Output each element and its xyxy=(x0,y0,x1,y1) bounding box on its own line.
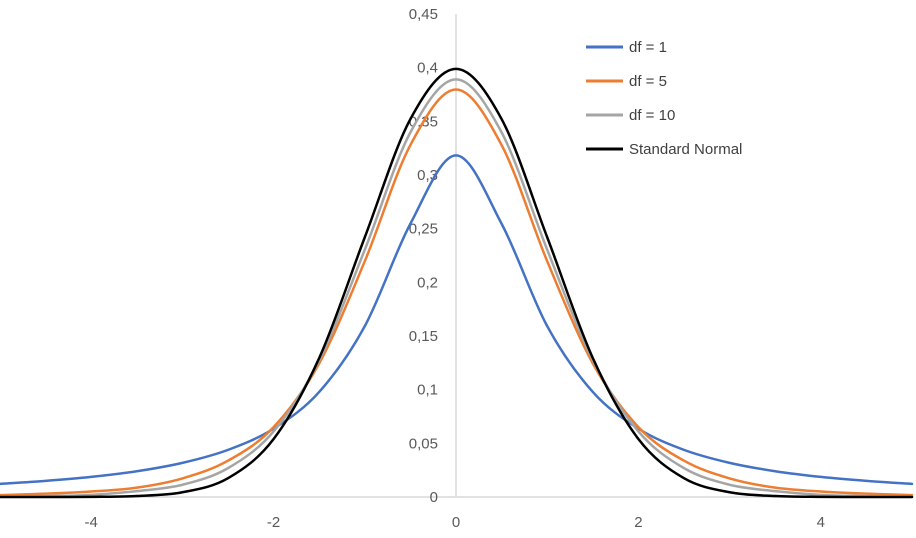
axes xyxy=(0,14,912,498)
series-line-1 xyxy=(0,88,914,497)
series-line-2 xyxy=(0,78,914,498)
y-tick-labels: 00,050,10,150,20,250,30,350,40,45 xyxy=(409,6,438,506)
x-tick-label: -2 xyxy=(267,514,280,531)
y-tick-label: 0 xyxy=(430,489,438,506)
y-tick-label: 0,05 xyxy=(409,435,438,452)
x-tick-labels: -4 -2 0 2 4 xyxy=(85,514,825,531)
y-tick-label: 0,2 xyxy=(417,274,438,291)
legend-label-3: Standard Normal xyxy=(629,141,742,158)
series-line-3 xyxy=(0,67,914,499)
x-tick-label: -4 xyxy=(85,514,98,531)
y-tick-label: 0,45 xyxy=(409,6,438,23)
y-tick-label: 0,25 xyxy=(409,221,438,238)
y-tick-label: 0,15 xyxy=(409,328,438,345)
series-line-0 xyxy=(0,154,914,486)
legend-label-1: df = 5 xyxy=(629,73,667,90)
y-tick-label: 0,1 xyxy=(417,382,438,399)
series-lines xyxy=(0,67,914,499)
y-tick-label: 0,4 xyxy=(417,60,438,77)
legend-label-0: df = 1 xyxy=(629,39,667,56)
x-tick-label: 2 xyxy=(634,514,642,531)
x-tick-label: 4 xyxy=(817,514,825,531)
legend-label-2: df = 10 xyxy=(629,107,675,124)
x-tick-label: 0 xyxy=(452,514,460,531)
legend: df = 1 df = 5 df = 10 Standard Normal xyxy=(586,39,742,158)
